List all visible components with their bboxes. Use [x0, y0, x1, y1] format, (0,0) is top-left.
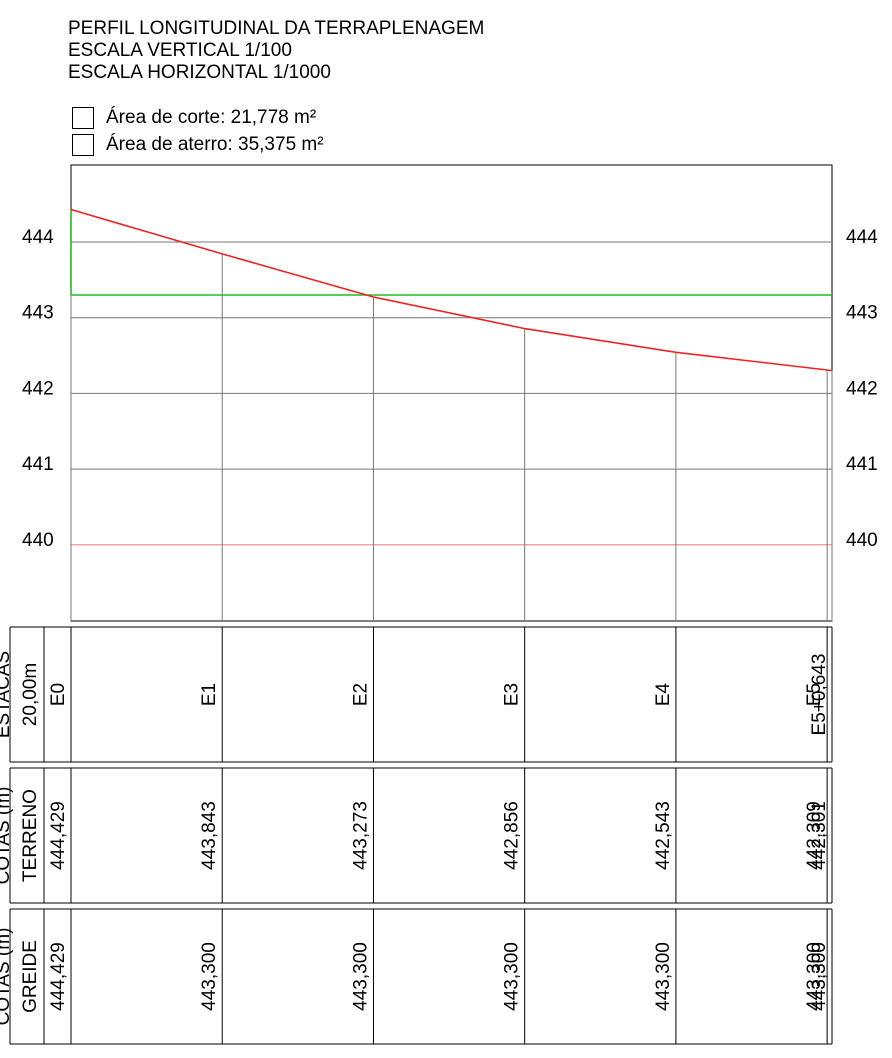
terrain-line — [70, 208, 833, 372]
table-cell-stations: E0 — [48, 683, 69, 706]
legend-cut-swatch — [72, 107, 94, 129]
table-cell-grade: 443,300 — [199, 942, 220, 1011]
legend-cut-label: Área de corte: 21,778 m² — [106, 107, 317, 128]
y-tick-label-right: 442 — [846, 378, 878, 399]
table-cell-grade: 443,300 — [350, 942, 371, 1011]
y-tick-label-right: 441 — [846, 454, 878, 475]
table-group-label-terrain: COTAS (m) — [0, 787, 14, 885]
table-row-label-grade: GREIDE — [20, 940, 41, 1013]
y-tick-label-left: 444 — [22, 227, 54, 248]
table-cell-grade: 443,300 — [809, 942, 830, 1011]
table-cell-terrain: 442,856 — [502, 801, 523, 870]
table-cell-terrain: 443,273 — [350, 801, 371, 870]
table-cell-terrain: 442,543 — [653, 801, 674, 870]
y-tick-label-right: 440 — [846, 530, 878, 551]
table-cell-grade: 444,429 — [48, 942, 69, 1011]
legend-fill-swatch — [72, 134, 94, 156]
table-cell-stations: E4 — [653, 682, 674, 706]
horizontal-scale-label: ESCALA HORIZONTAL 1/1000 — [68, 62, 331, 83]
table-cell-grade: 443,300 — [804, 942, 825, 1011]
table-cell-grade: 443,300 — [502, 942, 523, 1011]
legend-fill-area: Área de aterro: 35,375 m² — [72, 133, 324, 157]
table-cell-stations: E2 — [350, 683, 371, 706]
chart-title: PERFIL LONGITUDINAL DA TERRAPLENAGEM — [68, 18, 485, 39]
table-cell-stations: E5+0,643 — [809, 654, 830, 736]
y-tick-label-left: 443 — [22, 303, 54, 324]
y-tick-label-left: 440 — [22, 530, 54, 551]
table-row-label-terrain: TERRENO — [20, 789, 41, 882]
table-cell-terrain: 442,309 — [804, 801, 825, 870]
y-tick-label-left: 442 — [22, 378, 54, 399]
y-tick-label-right: 444 — [846, 227, 878, 248]
table-cell-stations: E5 — [804, 683, 825, 706]
legend-fill-label: Área de aterro: 35,375 m² — [106, 134, 324, 155]
table-cell-stations: E3 — [502, 683, 523, 706]
table-cell-terrain: 444,429 — [48, 801, 69, 870]
y-tick-label-left: 441 — [22, 454, 54, 475]
table-group-label-stations: ESTACAS — [0, 651, 14, 738]
table-cell-stations: E1 — [199, 683, 220, 706]
y-tick-label-right: 443 — [846, 303, 878, 324]
vertical-scale-label: ESCALA VERTICAL 1/100 — [68, 40, 292, 61]
legend-cut-area: Área de corte: 21,778 m² — [72, 106, 316, 130]
table-cell-grade: 443,300 — [653, 942, 674, 1011]
table-row-label-stations: 20,00m — [20, 663, 41, 726]
table-group-label-grade: COTAS (m) — [0, 928, 14, 1026]
table-cell-terrain: 443,843 — [199, 801, 220, 870]
table-cell-terrain: 442,301 — [809, 801, 830, 870]
